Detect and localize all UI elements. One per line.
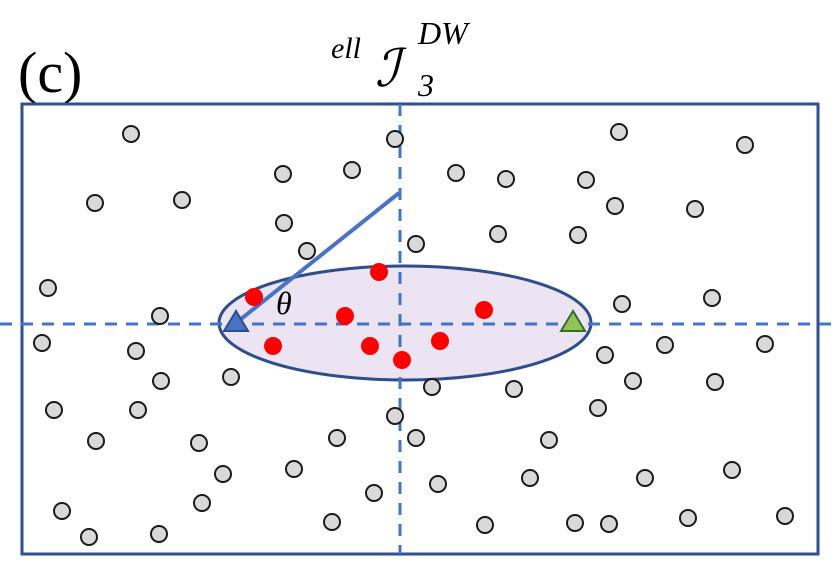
title: ell ℐ DW 3 [331, 15, 471, 103]
gray-points [33, 123, 794, 546]
gray-point [407, 235, 425, 253]
gray-point [489, 225, 507, 243]
gray-point [540, 431, 558, 449]
gray-point [521, 469, 539, 487]
gray-point [447, 164, 465, 182]
gray-point [706, 373, 724, 391]
inside-point [361, 337, 379, 355]
gray-point [613, 295, 631, 313]
gray-point [53, 502, 71, 520]
gray-point [679, 509, 697, 527]
gray-point [423, 378, 441, 396]
gray-point [476, 516, 494, 534]
gray-point [173, 191, 191, 209]
gray-point [497, 170, 515, 188]
gray-point [596, 346, 614, 364]
gray-point [736, 136, 754, 154]
gray-point [407, 429, 425, 447]
gray-point [222, 368, 240, 386]
gray-point [343, 161, 361, 179]
angle-ray [234, 191, 401, 325]
gray-point [214, 465, 232, 483]
gray-point [776, 507, 794, 525]
gray-point [505, 380, 523, 398]
gray-point [386, 130, 404, 148]
gray-point [600, 515, 618, 533]
gray-point [122, 125, 140, 143]
inside-point [431, 332, 449, 350]
gray-point [129, 401, 147, 419]
gray-point [80, 528, 98, 546]
inside-points [245, 263, 493, 369]
gray-point [323, 513, 341, 531]
gray-point [566, 514, 584, 532]
inside-point [336, 307, 354, 325]
gray-point [150, 525, 168, 543]
gray-point [328, 429, 346, 447]
gray-point [756, 335, 774, 353]
gray-point [606, 197, 624, 215]
gray-point [285, 460, 303, 478]
gray-point [86, 194, 104, 212]
gray-point [636, 469, 654, 487]
title-main: ℐ [375, 41, 408, 98]
gray-point [274, 165, 292, 183]
gray-point [127, 342, 145, 360]
target-triangle-marker [559, 309, 587, 332]
gray-point [193, 494, 211, 512]
inside-point [475, 301, 493, 319]
inside-point [264, 337, 282, 355]
gray-point [686, 200, 704, 218]
gray-point [275, 214, 293, 232]
gray-point [45, 401, 63, 419]
gray-point [656, 336, 674, 354]
origin-triangle-marker [222, 309, 250, 332]
frame [20, 102, 820, 556]
gray-point [152, 372, 170, 390]
gray-point [569, 226, 587, 244]
gray-point [589, 399, 607, 417]
gray-point [386, 407, 404, 425]
gray-point [703, 289, 721, 307]
title-subscript: 3 [417, 67, 434, 103]
gray-point [298, 242, 316, 260]
gray-point [610, 123, 628, 141]
inside-point [370, 263, 388, 281]
gray-point [151, 307, 169, 325]
inside-point [245, 288, 263, 306]
gray-point [429, 475, 447, 493]
gray-point [577, 171, 595, 189]
gray-point [87, 432, 105, 450]
gray-point [39, 279, 57, 297]
gray-point [190, 434, 208, 452]
gray-point [723, 461, 741, 479]
title-prefix: ell [331, 32, 361, 65]
panel-label: (c) [18, 40, 82, 105]
title-superscript: DW [417, 15, 471, 51]
inside-point [393, 351, 411, 369]
gray-point [624, 372, 642, 390]
angle-label: θ [276, 285, 292, 321]
gray-point [365, 484, 383, 502]
gray-point [33, 334, 51, 352]
